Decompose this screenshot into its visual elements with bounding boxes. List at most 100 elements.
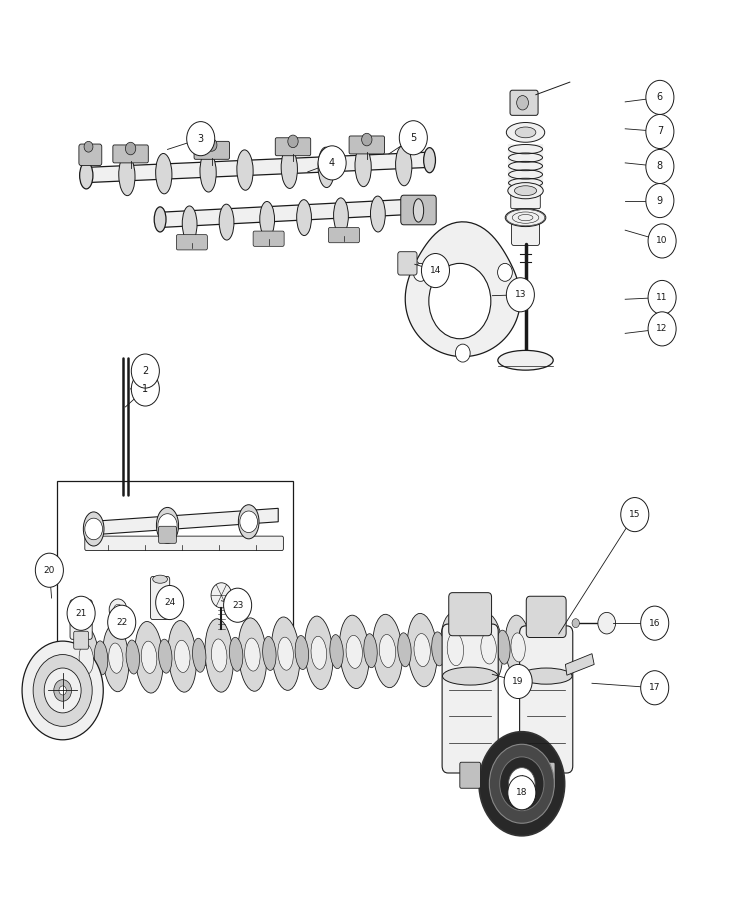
Ellipse shape	[520, 668, 572, 684]
Ellipse shape	[73, 626, 99, 693]
Ellipse shape	[442, 667, 498, 685]
FancyBboxPatch shape	[150, 577, 170, 619]
Circle shape	[504, 664, 532, 698]
Ellipse shape	[126, 640, 139, 674]
Text: 12: 12	[657, 324, 668, 333]
FancyBboxPatch shape	[275, 138, 310, 156]
Circle shape	[211, 583, 232, 608]
Circle shape	[516, 95, 528, 110]
Ellipse shape	[330, 634, 343, 669]
Ellipse shape	[230, 637, 243, 671]
Ellipse shape	[168, 621, 196, 692]
Ellipse shape	[474, 614, 503, 683]
Text: 9: 9	[657, 195, 663, 205]
Text: 16: 16	[649, 618, 660, 627]
Ellipse shape	[318, 148, 334, 187]
Ellipse shape	[271, 617, 300, 690]
Circle shape	[84, 518, 102, 540]
Ellipse shape	[526, 629, 539, 663]
Circle shape	[498, 264, 512, 282]
Text: 8: 8	[657, 161, 663, 172]
Circle shape	[648, 224, 676, 258]
Text: 14: 14	[430, 266, 441, 275]
FancyBboxPatch shape	[113, 145, 148, 163]
Text: 2: 2	[142, 366, 148, 376]
Text: 18: 18	[516, 788, 528, 797]
Ellipse shape	[515, 127, 536, 138]
Ellipse shape	[238, 618, 267, 691]
Circle shape	[506, 278, 534, 311]
Ellipse shape	[281, 148, 297, 188]
Circle shape	[646, 80, 674, 114]
Ellipse shape	[278, 637, 293, 670]
Text: 3: 3	[198, 134, 204, 144]
Circle shape	[109, 598, 127, 620]
Ellipse shape	[440, 613, 471, 686]
Ellipse shape	[481, 633, 496, 664]
Circle shape	[641, 670, 668, 705]
Ellipse shape	[245, 638, 260, 671]
Ellipse shape	[414, 634, 431, 667]
Ellipse shape	[333, 198, 348, 234]
Circle shape	[598, 612, 616, 634]
Ellipse shape	[379, 634, 396, 668]
Ellipse shape	[103, 625, 129, 692]
FancyBboxPatch shape	[194, 141, 230, 159]
Circle shape	[224, 589, 252, 622]
Text: 20: 20	[44, 566, 55, 575]
Bar	[57, 482, 293, 645]
Circle shape	[240, 511, 258, 533]
Text: 5: 5	[411, 133, 416, 143]
Text: 23: 23	[232, 600, 243, 609]
Ellipse shape	[346, 635, 362, 669]
Polygon shape	[405, 221, 520, 356]
Ellipse shape	[465, 631, 479, 665]
Ellipse shape	[508, 183, 543, 199]
FancyBboxPatch shape	[401, 195, 436, 225]
Circle shape	[362, 133, 372, 146]
Ellipse shape	[413, 199, 424, 222]
Circle shape	[113, 604, 122, 615]
Ellipse shape	[364, 634, 377, 668]
Circle shape	[413, 264, 428, 282]
Circle shape	[207, 139, 217, 151]
Polygon shape	[160, 199, 419, 228]
Circle shape	[508, 768, 535, 800]
FancyBboxPatch shape	[511, 213, 539, 246]
Ellipse shape	[296, 200, 311, 236]
Text: 24: 24	[164, 598, 176, 607]
Ellipse shape	[159, 639, 172, 673]
Circle shape	[156, 586, 184, 619]
Circle shape	[22, 641, 103, 740]
Ellipse shape	[119, 156, 135, 195]
Ellipse shape	[135, 622, 163, 693]
FancyBboxPatch shape	[442, 624, 498, 773]
Text: 13: 13	[514, 291, 526, 300]
Ellipse shape	[408, 614, 437, 687]
Ellipse shape	[498, 350, 554, 370]
Circle shape	[158, 514, 177, 537]
FancyBboxPatch shape	[349, 136, 385, 154]
Ellipse shape	[205, 619, 233, 692]
Circle shape	[646, 114, 674, 148]
FancyBboxPatch shape	[460, 762, 480, 788]
Circle shape	[479, 732, 565, 836]
Circle shape	[508, 776, 536, 810]
Ellipse shape	[153, 575, 167, 583]
Text: 10: 10	[657, 237, 668, 246]
Text: 4: 4	[329, 158, 335, 168]
FancyBboxPatch shape	[70, 599, 92, 639]
Ellipse shape	[219, 204, 234, 240]
FancyBboxPatch shape	[537, 762, 555, 788]
Text: 11: 11	[657, 293, 668, 302]
Ellipse shape	[109, 644, 123, 673]
Ellipse shape	[79, 644, 93, 674]
FancyBboxPatch shape	[159, 526, 176, 544]
Circle shape	[54, 680, 72, 701]
Ellipse shape	[514, 185, 536, 195]
Circle shape	[67, 596, 95, 630]
Polygon shape	[86, 508, 278, 536]
Circle shape	[125, 142, 136, 155]
Ellipse shape	[156, 508, 179, 544]
Ellipse shape	[505, 209, 546, 227]
